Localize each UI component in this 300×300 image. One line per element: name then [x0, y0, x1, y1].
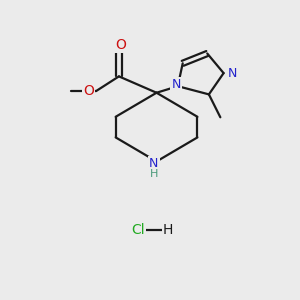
- Text: O: O: [115, 38, 126, 52]
- Text: N: N: [228, 67, 238, 80]
- Text: H: H: [163, 223, 173, 237]
- Text: Cl: Cl: [132, 223, 145, 237]
- Text: O: O: [83, 84, 94, 98]
- Text: N: N: [172, 78, 181, 91]
- Text: N: N: [149, 157, 159, 169]
- Text: H: H: [150, 169, 158, 179]
